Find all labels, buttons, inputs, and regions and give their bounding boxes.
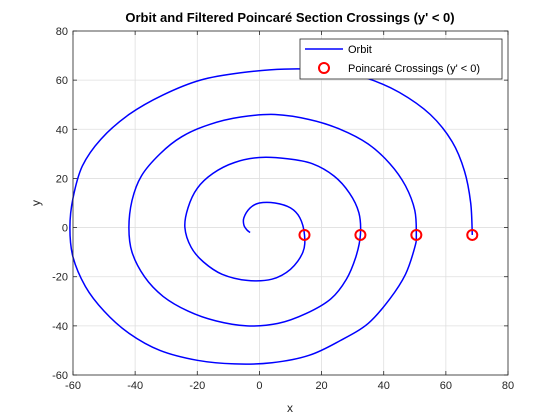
y-tick-labels: -60 -40 -20 0 20 40 60 80 <box>52 26 68 382</box>
legend-label-orbit: Orbit <box>348 44 372 56</box>
y-tick-label: -60 <box>52 370 68 382</box>
x-tick-label: -40 <box>127 380 143 392</box>
legend-crossing-marker <box>318 62 330 74</box>
crossing-marker <box>466 228 479 241</box>
x-tick-label: -60 <box>65 380 81 392</box>
x-tick-label: 80 <box>502 380 514 392</box>
y-tick-label: 60 <box>56 75 68 87</box>
legend-label-crossings: Poincaré Crossings (y' < 0) <box>348 63 480 75</box>
legend: Orbit Poincaré Crossings (y' < 0) <box>299 38 503 80</box>
crossings-layer <box>298 228 479 241</box>
crossing-marker <box>410 228 423 241</box>
axes-background <box>73 31 508 375</box>
axes-frame <box>72 30 509 376</box>
orbit-layer <box>69 68 474 365</box>
legend-box <box>299 38 503 80</box>
crossing-marker <box>354 228 367 241</box>
x-tick-label: 20 <box>315 380 327 392</box>
tick-marks <box>72 30 509 376</box>
x-tick-labels: -60 -40 -20 0 20 40 60 80 <box>65 380 514 392</box>
grid-lines <box>72 30 509 376</box>
crossing-marker <box>298 228 311 241</box>
plot-area: -60 -40 -20 0 20 40 60 80 -60 -40 -20 0 20 40 60 80 <box>52 26 514 392</box>
x-tick-label: -20 <box>189 380 205 392</box>
chart-title: Orbit and Filtered Poincaré Section Cros… <box>125 10 454 25</box>
y-axis-label: y <box>29 200 43 206</box>
y-tick-label: 80 <box>56 26 68 38</box>
y-tick-label: 0 <box>62 223 68 235</box>
y-tick-label: 40 <box>56 124 68 136</box>
x-tick-label: 40 <box>378 380 390 392</box>
y-tick-label: 20 <box>56 173 68 185</box>
y-tick-label: -20 <box>52 272 68 284</box>
x-tick-label: 0 <box>256 380 262 392</box>
x-tick-label: 60 <box>440 380 452 392</box>
x-axis-label: x <box>287 401 293 415</box>
orbit-line <box>69 68 474 365</box>
y-tick-label: -40 <box>52 321 68 333</box>
